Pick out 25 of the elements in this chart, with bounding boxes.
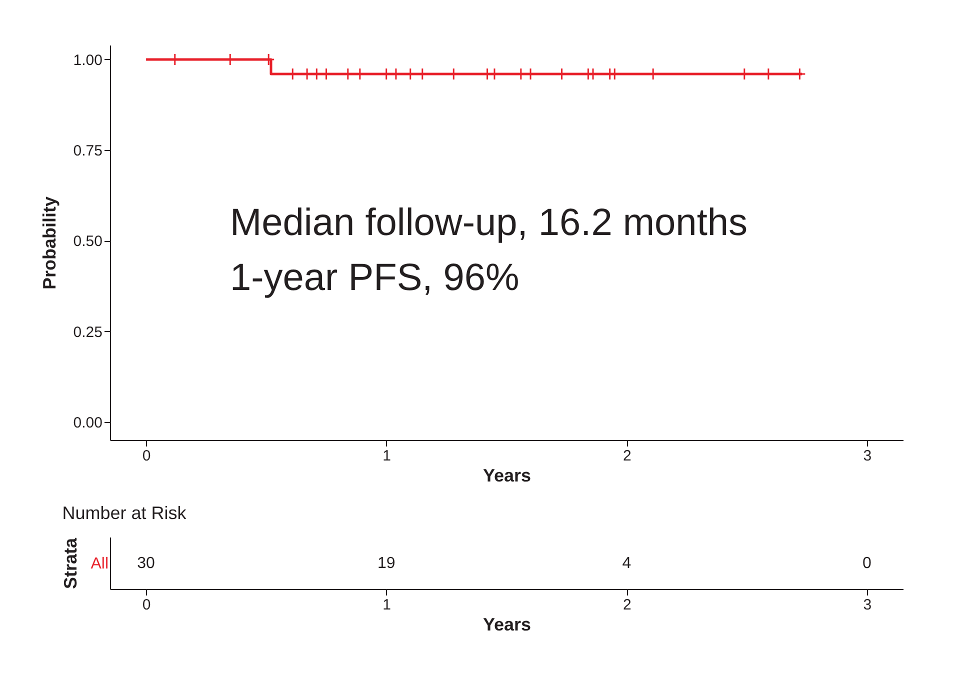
x-tick-label: 0: [142, 596, 151, 614]
x-tick-label: 3: [863, 596, 872, 614]
data-label: 4: [622, 555, 632, 572]
y-tick-label: 0.75: [73, 142, 102, 160]
y-tick-label: 0.00: [73, 414, 102, 432]
annotation: 1-year PFS, 96%: [230, 257, 520, 299]
y-tick-label: 0.25: [73, 324, 102, 341]
x-tick-label: 1: [382, 448, 392, 464]
annotation: Median follow-up, 16.2 months: [230, 202, 748, 244]
x-axis-title: Years: [482, 466, 532, 486]
x-tick-label: 1: [382, 596, 392, 614]
x-axis-title: Years: [482, 614, 532, 634]
data-label: 0: [862, 555, 872, 572]
y-axis-title: Strata: [60, 537, 81, 590]
data-label: 30: [137, 555, 156, 572]
x-tick-label: 2: [622, 448, 632, 464]
chart-title: Number at Risk: [62, 503, 188, 523]
x-tick-label: 3: [863, 448, 872, 464]
y-axis-title: Probability: [39, 196, 60, 290]
y-tick-label: All: [90, 556, 108, 572]
x-tick-label: 0: [142, 448, 151, 464]
x-tick-label: 2: [622, 596, 632, 614]
data-label: 19: [377, 555, 396, 572]
y-tick-label: 1.00: [73, 52, 102, 69]
y-tick-label: 0.50: [73, 233, 102, 250]
